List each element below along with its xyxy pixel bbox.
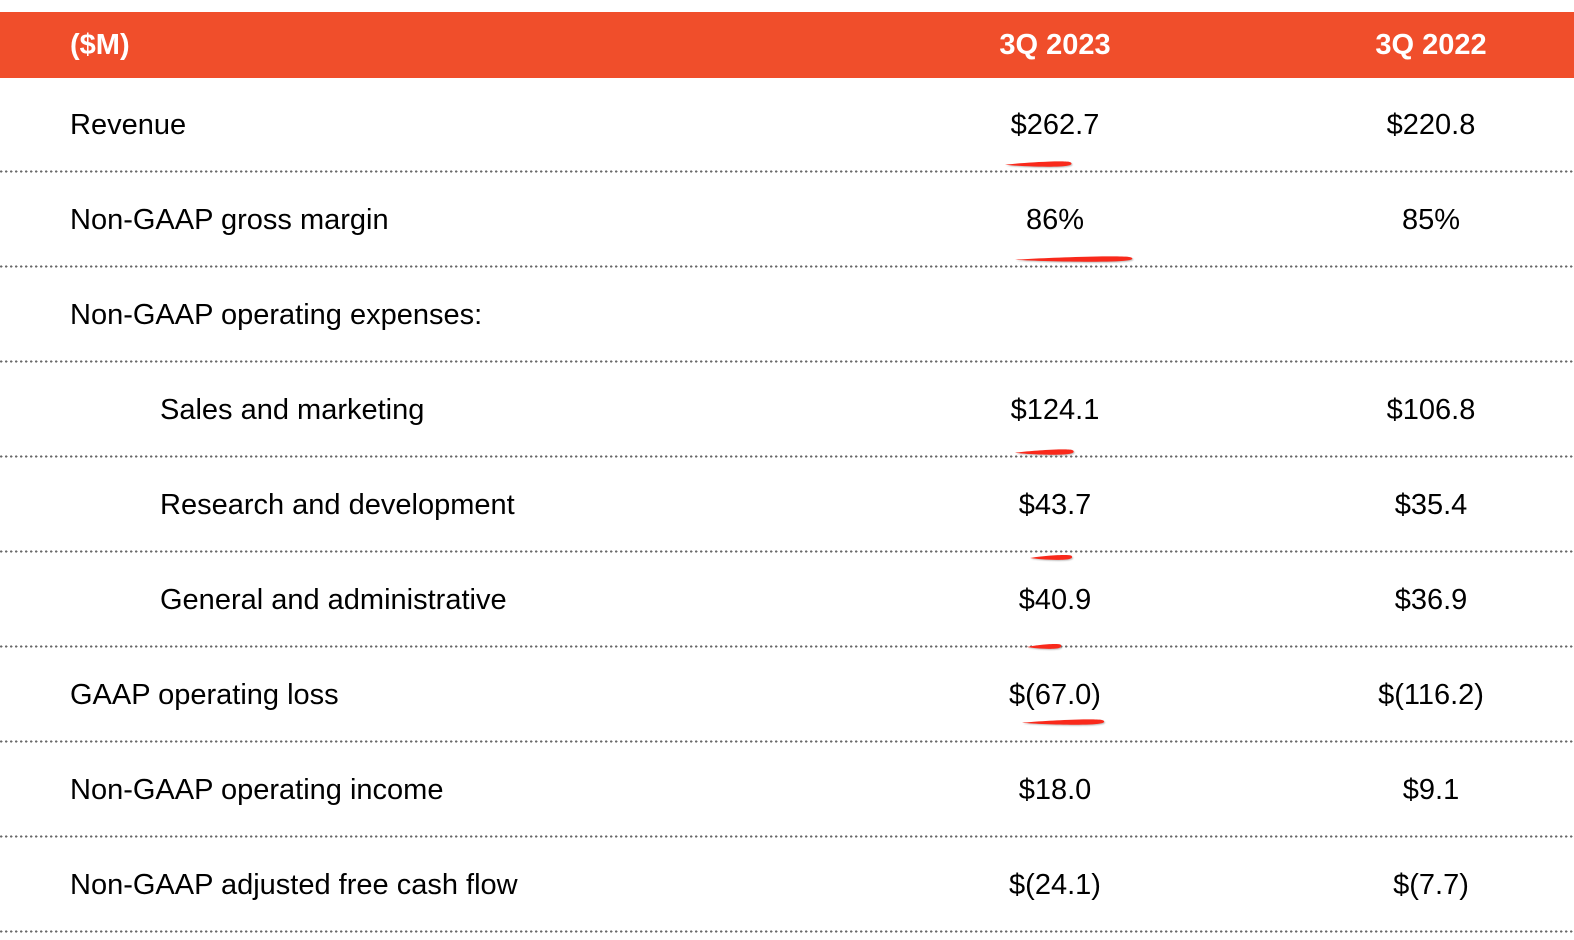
header-spacer	[1230, 12, 1288, 78]
table-row-operating-income: Non-GAAP operating income $18.0 $9.1	[0, 743, 1574, 838]
row-label: Revenue	[70, 109, 187, 141]
value-3q2022: $9.1	[1402, 774, 1460, 806]
table-header-row: ($M) 3Q 2023 3Q 2022	[0, 12, 1574, 78]
table-row-gross-margin: Non-GAAP gross margin 86% 85%	[0, 173, 1574, 268]
value-3q2023: $262.7	[1010, 109, 1100, 141]
row-label: Sales and marketing	[160, 394, 425, 426]
value-3q2023: $43.7	[1018, 489, 1092, 521]
row-label: Non-GAAP operating income	[70, 774, 444, 806]
value-3q2022: 85%	[1401, 204, 1461, 236]
header-col-3q2022: 3Q 2022	[1375, 28, 1487, 61]
row-label: Non-GAAP adjusted free cash flow	[70, 869, 518, 901]
red-marker-underline	[1022, 719, 1105, 725]
row-label: Non-GAAP gross margin	[70, 204, 389, 236]
value-3q2022: $36.9	[1394, 584, 1468, 616]
row-label: General and administrative	[160, 584, 507, 616]
value-3q2023: $(24.1)	[1009, 869, 1101, 901]
table-row-revenue: Revenue $262.7 $220.8	[0, 78, 1574, 173]
value-3q2023: 86%	[1025, 204, 1085, 236]
value-3q2023: $124.1	[1010, 394, 1100, 426]
table-row-opex-section: Non-GAAP operating expenses:	[0, 268, 1574, 363]
table-row-adjusted-free-cash-flow: Non-GAAP adjusted free cash flow $(24.1)…	[0, 838, 1574, 933]
value-3q2022: $35.4	[1394, 489, 1468, 521]
value-3q2022: $(7.7)	[1393, 869, 1469, 901]
row-label: Research and development	[160, 489, 515, 521]
table-row-research-development: Research and development $43.7 $35.4	[0, 458, 1574, 560]
table-row-general-administrative: General and administrative $40.9 $36.9	[0, 553, 1574, 649]
red-marker-underline	[1005, 161, 1072, 167]
table-row-gaap-operating-loss: GAAP operating loss $(67.0) $(116.2)	[0, 648, 1574, 743]
row-label: GAAP operating loss	[70, 679, 339, 711]
value-3q2023: $(67.0)	[1009, 679, 1101, 711]
row-label: Non-GAAP operating expenses:	[70, 299, 483, 331]
header-col-3q2023: 3Q 2023	[999, 28, 1111, 61]
value-3q2022: $106.8	[1386, 394, 1476, 426]
red-marker-underline	[1015, 256, 1133, 262]
value-3q2023: $18.0	[1018, 774, 1092, 806]
header-unit-label: ($M)	[70, 28, 130, 61]
value-3q2022: $220.8	[1386, 109, 1476, 141]
value-3q2023: $40.9	[1018, 584, 1092, 616]
red-marker-underline	[1015, 449, 1074, 455]
table-row-sales-marketing: Sales and marketing $124.1 $106.8	[0, 363, 1574, 458]
value-3q2022: $(116.2)	[1378, 679, 1484, 711]
table-body: Revenue $262.7 $220.8 Non-GAAP gross mar…	[0, 78, 1574, 933]
